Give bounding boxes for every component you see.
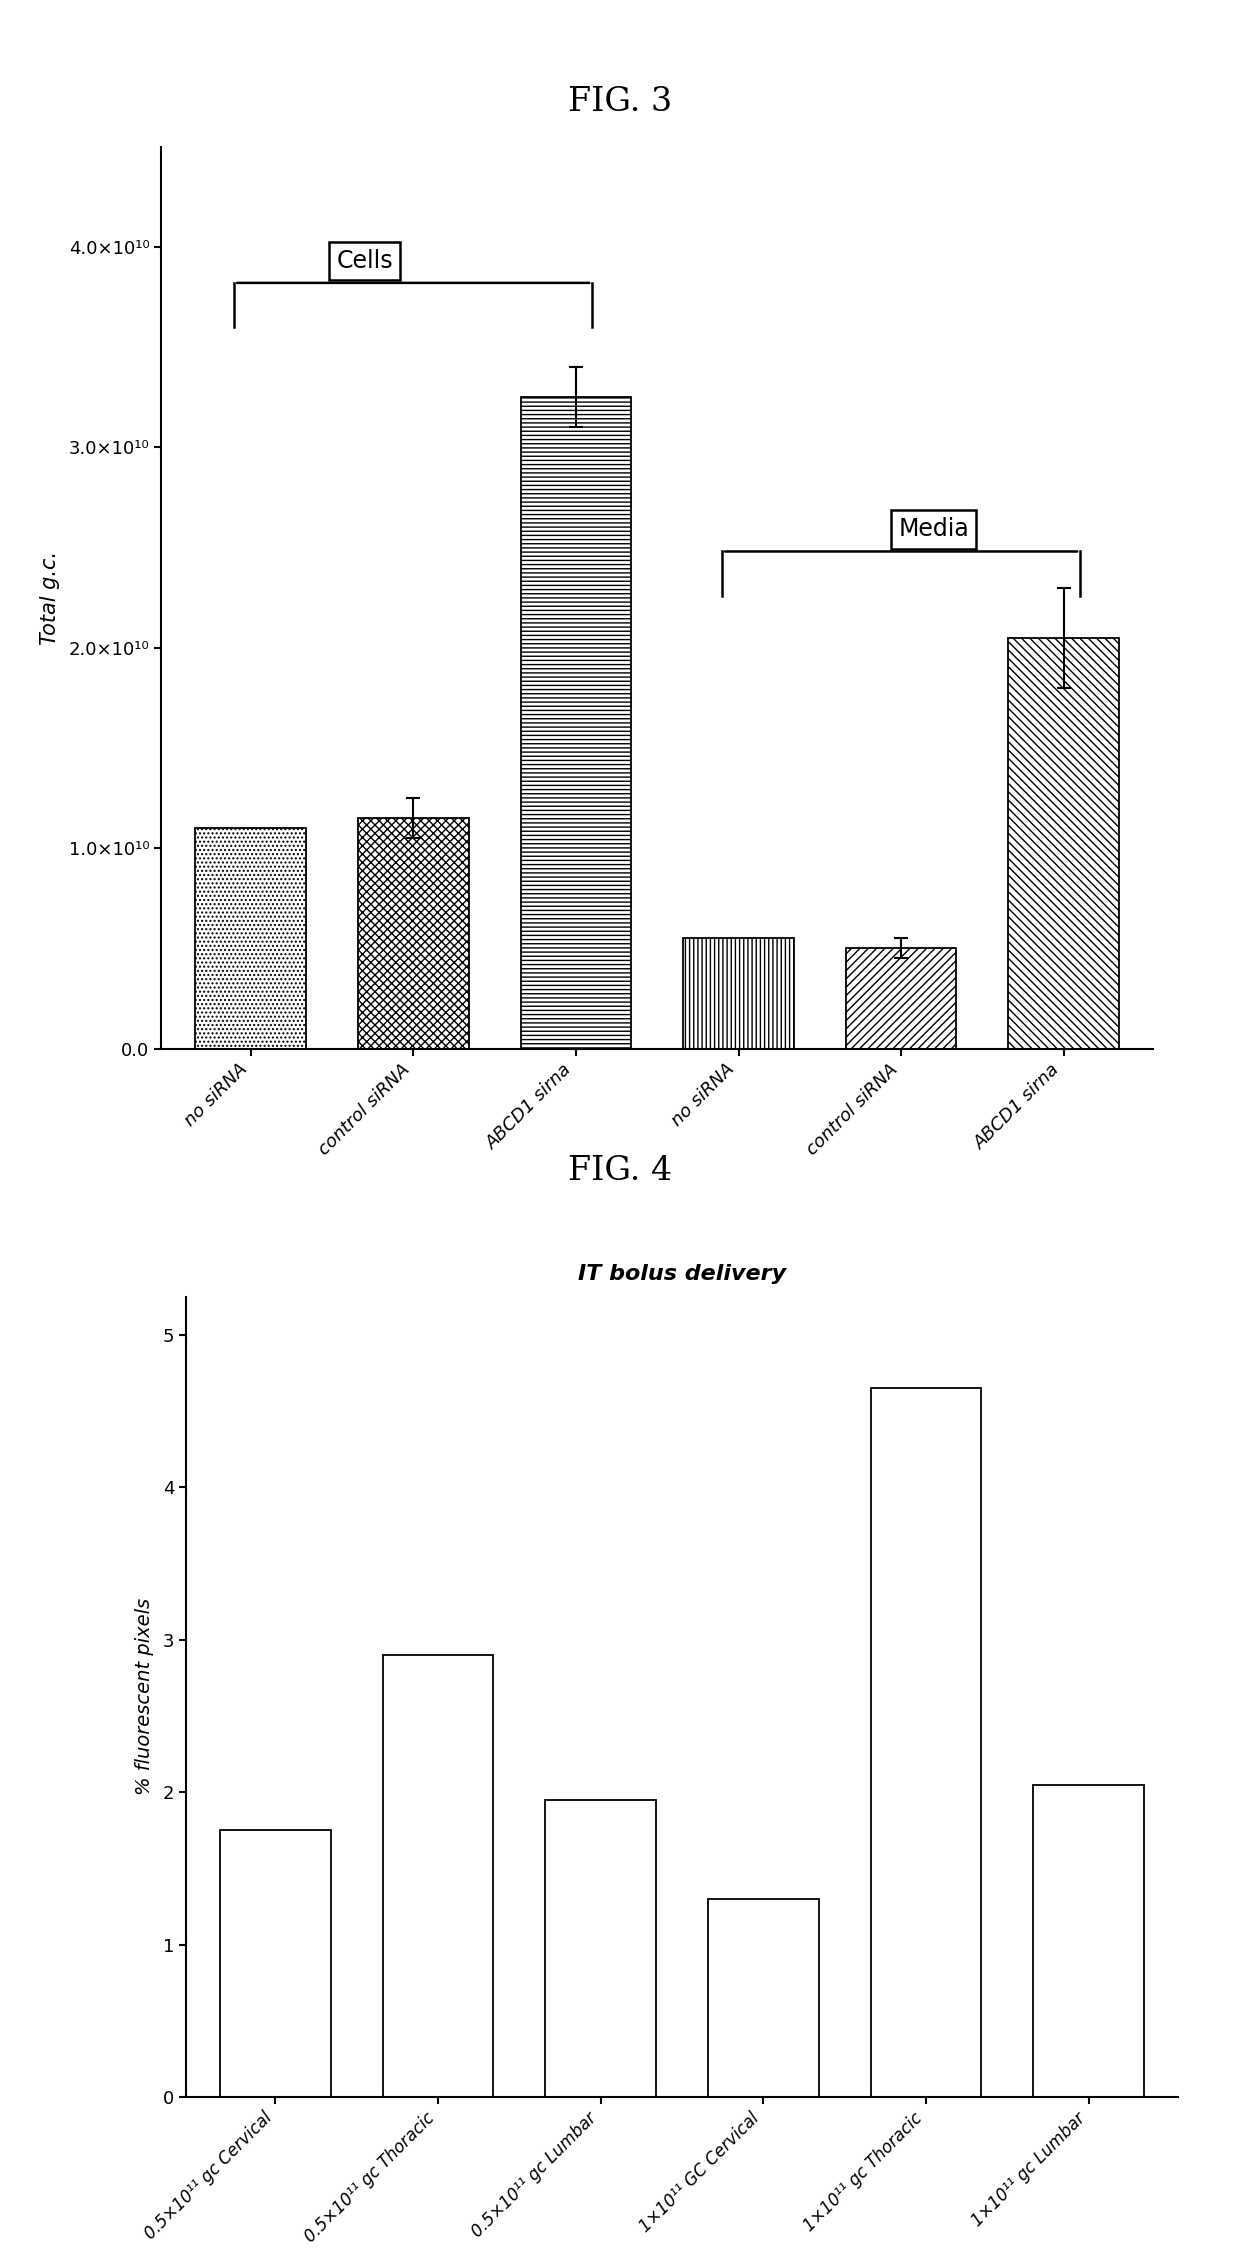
Bar [683, 938, 794, 1049]
Bar [846, 949, 956, 1049]
Title: IT bolus delivery: IT bolus delivery [578, 1265, 786, 1283]
Y-axis label: % fluorescent pixels: % fluorescent pixels [135, 1599, 154, 1795]
Bar [521, 397, 631, 1049]
Y-axis label: Total g.c.: Total g.c. [41, 550, 61, 645]
Bar [383, 1655, 494, 2097]
Text: FIG. 3: FIG. 3 [568, 86, 672, 117]
Bar [1033, 1784, 1143, 2097]
Bar [196, 828, 306, 1049]
Bar [1008, 638, 1118, 1049]
Bar [546, 1799, 656, 2097]
Bar [708, 1899, 818, 2097]
Bar [221, 1831, 331, 2097]
Text: FIG. 4: FIG. 4 [568, 1155, 672, 1186]
Text: Media: Media [898, 516, 968, 541]
Bar [358, 819, 469, 1049]
Text: Cells: Cells [336, 248, 393, 273]
Bar [870, 1389, 981, 2097]
